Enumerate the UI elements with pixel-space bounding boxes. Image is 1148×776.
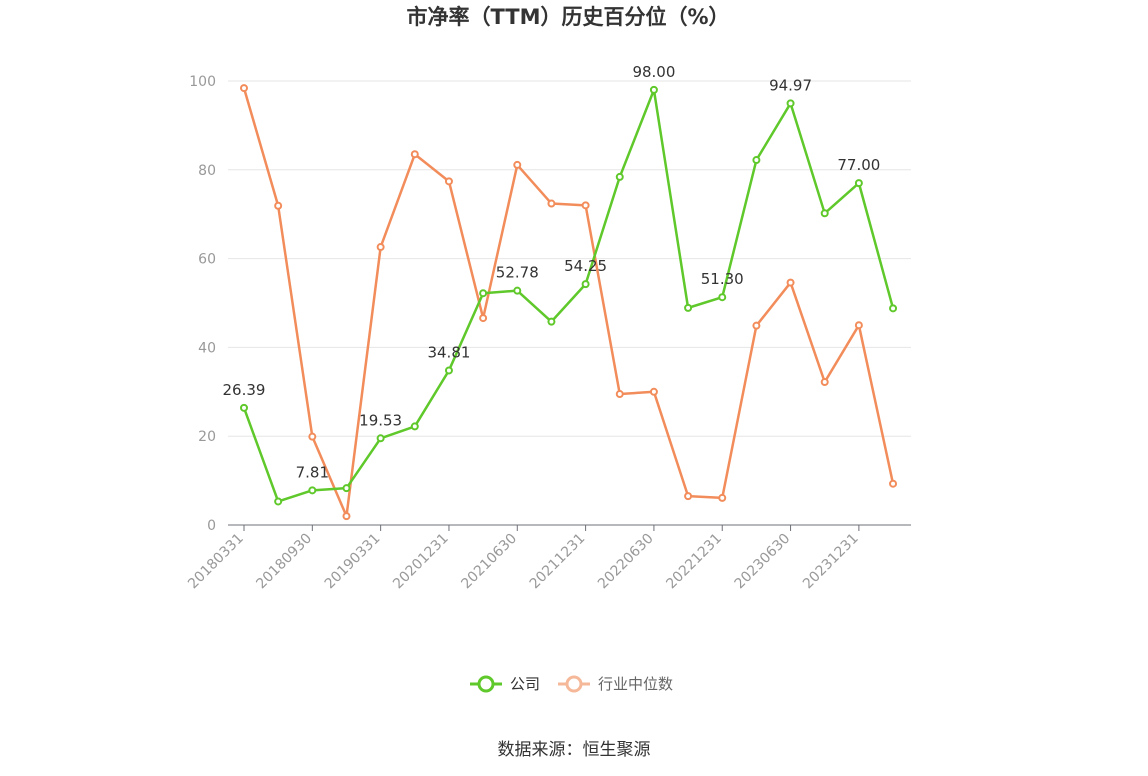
x-tick-label: 20221231 [663, 531, 725, 593]
data-point-company[interactable] [513, 286, 522, 295]
data-point-company[interactable] [581, 280, 590, 289]
grid-layer [228, 80, 911, 437]
data-point-company[interactable] [615, 172, 624, 181]
data-point-company[interactable] [684, 303, 693, 312]
legend-marker-company [477, 675, 495, 693]
data-point-company[interactable] [547, 317, 556, 326]
data-point-industry-median[interactable] [547, 199, 556, 208]
axis-layer: 0 20 40 60 80 100 20180331 20180930 20190331 2020… [185, 74, 911, 592]
data-point-company[interactable] [854, 179, 863, 188]
data-point-company[interactable] [444, 366, 453, 375]
data-point-company[interactable] [274, 497, 283, 506]
x-tick-label: 20180930 [253, 531, 315, 593]
data-label-company: 19.53 [359, 411, 402, 429]
data-point-industry-median[interactable] [684, 492, 693, 501]
data-label-company: 98.00 [632, 63, 675, 81]
data-point-industry-median[interactable] [718, 493, 727, 502]
data-point-industry-median[interactable] [240, 84, 248, 93]
x-tick-label: 20180331 [185, 531, 247, 593]
x-tick-label: 20231231 [800, 531, 862, 593]
data-point-company[interactable] [752, 156, 761, 165]
y-tick-label: 40 [198, 340, 216, 356]
data-point-industry-median[interactable] [889, 479, 898, 488]
data-point-industry-median[interactable] [581, 201, 590, 210]
data-point-industry-median[interactable] [615, 390, 624, 399]
data-point-company[interactable] [718, 293, 727, 302]
data-point-company[interactable] [820, 209, 829, 218]
data-label-company: 54.25 [564, 257, 607, 275]
legend-item-industry-median[interactable]: 行业中位数 [558, 675, 673, 693]
data-point-industry-median[interactable] [513, 160, 522, 169]
data-label-company: 34.81 [427, 343, 470, 361]
chart-title: 市净率（TTM）历史百分位（%） [406, 5, 729, 29]
data-point-industry-median[interactable] [274, 201, 283, 210]
data-point-company[interactable] [240, 403, 248, 412]
data-point-industry-median[interactable] [342, 512, 351, 521]
data-point-industry-median[interactable] [649, 387, 658, 396]
label-layer: 26.39 7.81 19.53 34.81 52.78 54.25 98.00 51.30 9… [223, 63, 881, 481]
data-point-industry-median[interactable] [752, 321, 761, 330]
data-point-industry-median[interactable] [376, 243, 385, 252]
data-point-company[interactable] [889, 304, 898, 313]
legend[interactable]: 公司 行业中位数 [470, 675, 673, 693]
y-tick-label: 80 [198, 163, 216, 179]
data-point-company[interactable] [376, 434, 385, 443]
x-tick-label: 20211231 [527, 531, 589, 593]
y-tick-label: 20 [198, 429, 216, 445]
y-tick-label: 60 [198, 252, 216, 268]
data-label-company: 94.97 [769, 76, 812, 94]
legend-item-company[interactable]: 公司 [470, 675, 540, 693]
data-label-company: 52.78 [496, 264, 539, 282]
data-label-company: 77.00 [837, 156, 880, 174]
data-point-industry-median[interactable] [786, 278, 795, 287]
y-tick-label: 100 [189, 74, 216, 90]
data-point-company[interactable] [649, 85, 658, 94]
data-label-company: 51.30 [701, 270, 744, 288]
data-point-company[interactable] [479, 289, 488, 298]
legend-label-industry-median: 行业中位数 [598, 675, 673, 693]
x-tick-label: 20230630 [732, 531, 794, 593]
data-point-industry-median[interactable] [410, 150, 419, 159]
data-point-company[interactable] [342, 484, 351, 493]
legend-marker-industry-median [565, 675, 583, 693]
x-tick-label: 20190331 [322, 531, 384, 593]
x-tick-label: 20201231 [390, 531, 452, 593]
legend-label-company: 公司 [510, 675, 540, 693]
series-layer [240, 84, 898, 521]
data-point-industry-median[interactable] [854, 321, 863, 330]
x-tick-label: 20220630 [595, 531, 657, 593]
series-line-company [242, 88, 895, 503]
data-point-company[interactable] [308, 486, 317, 495]
data-point-industry-median[interactable] [479, 314, 488, 323]
data-point-industry-median[interactable] [308, 432, 317, 441]
data-point-industry-median[interactable] [820, 378, 829, 387]
x-tick-label: 20210630 [458, 531, 520, 593]
y-tick-label: 0 [207, 518, 216, 534]
source-note: 数据来源：恒生聚源 [498, 740, 651, 760]
data-point-company[interactable] [786, 99, 795, 108]
data-point-company[interactable] [410, 422, 419, 431]
data-point-industry-median[interactable] [444, 177, 453, 186]
data-label-company: 7.81 [296, 463, 329, 481]
data-label-company: 26.39 [223, 381, 266, 399]
series-line-industry-median [242, 87, 895, 518]
